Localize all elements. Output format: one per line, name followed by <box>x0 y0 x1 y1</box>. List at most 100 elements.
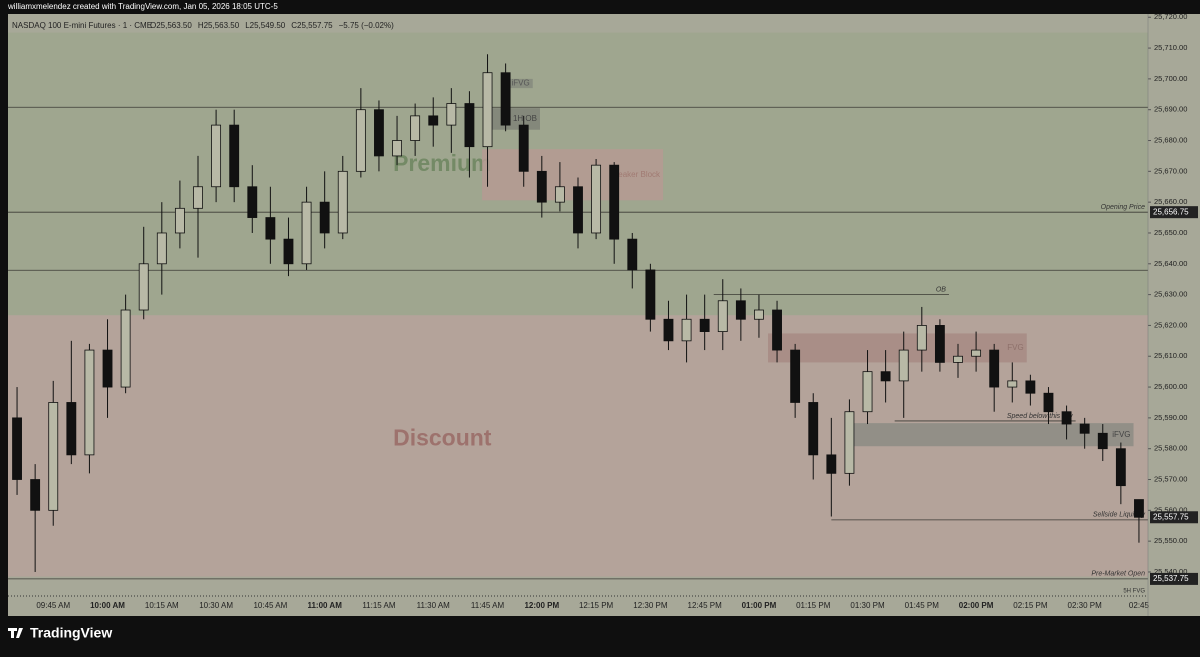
y-tick-label: 25,650.00 <box>1154 228 1187 237</box>
symbol: NASDAQ 100 E-mini Futures · 1 · CME <box>12 21 152 30</box>
x-tick-label: 02:45 <box>1129 601 1150 610</box>
box <box>847 423 1134 447</box>
candle-body <box>138 263 149 311</box>
x-tick-label: 10:30 AM <box>199 601 233 610</box>
candle-body <box>645 269 656 320</box>
price-badge-label: 25,557.75 <box>1153 512 1189 521</box>
candle-body <box>12 417 22 480</box>
y-tick-label: 25,610.00 <box>1154 351 1187 360</box>
ohlc-value: O25,563.50 <box>150 21 192 30</box>
candle-body <box>699 318 710 332</box>
candle-body <box>156 232 167 265</box>
box-label: Breaker Block <box>610 170 661 179</box>
x-tick-label: 10:15 AM <box>145 601 179 610</box>
candle-body <box>717 300 728 332</box>
price-badge <box>1150 511 1198 524</box>
candle-body <box>1079 423 1090 434</box>
y-tick-label: 25,720.00 <box>1154 12 1187 21</box>
candle-body <box>102 349 113 388</box>
level-label: Speed below this low <box>1007 413 1074 420</box>
candle-body <box>392 140 402 157</box>
price-badge <box>1150 572 1198 585</box>
box <box>768 333 1027 363</box>
candle-body <box>862 371 873 413</box>
box-label: 1H OB <box>513 114 537 123</box>
candle-body <box>500 72 511 126</box>
box-label: iFVG <box>1112 430 1130 439</box>
candle-body <box>48 402 59 511</box>
candle-body <box>627 238 638 271</box>
candle-body <box>464 103 475 148</box>
candle-body <box>1134 499 1144 518</box>
x-tick-label: 12:00 PM <box>524 601 559 610</box>
candle-body <box>319 201 330 234</box>
x-tick-label: 01:15 PM <box>796 601 831 610</box>
candle-body <box>174 207 185 234</box>
candle-body <box>229 124 240 188</box>
ohlc-value: C25,557.75 <box>291 21 333 30</box>
candle-body <box>663 318 674 342</box>
candle-body <box>247 186 258 218</box>
candle-body <box>735 300 746 320</box>
candle-body <box>355 109 366 172</box>
candle-body <box>84 349 95 456</box>
x-tick-label: 10:45 AM <box>253 601 287 610</box>
y-tick-label: 25,540.00 <box>1154 567 1187 576</box>
y-tick-label: 25,580.00 <box>1154 444 1187 453</box>
candle-body <box>1097 432 1108 450</box>
candle-body <box>265 217 276 240</box>
candle-body <box>193 186 203 209</box>
candle-body <box>66 402 77 456</box>
x-tick-label: 11:00 AM <box>307 601 342 610</box>
logo <box>8 628 23 638</box>
candle-body <box>120 309 131 388</box>
candle-body <box>337 170 348 234</box>
candle-body <box>609 164 620 240</box>
y-tick-label: 25,620.00 <box>1154 320 1187 329</box>
candle-body <box>1061 411 1072 425</box>
x-tick-label: 01:45 PM <box>905 601 940 610</box>
candle-body <box>754 309 764 320</box>
dotted-label: 5H FVG <box>1123 589 1145 595</box>
ohlc-value: L25,549.50 <box>245 21 286 30</box>
candle-body <box>1043 392 1054 413</box>
y-tick-label: 25,680.00 <box>1154 136 1187 145</box>
candle-body <box>374 109 384 157</box>
candle-body <box>573 186 583 234</box>
candle-body <box>410 115 421 141</box>
x-tick-label: 02:15 PM <box>1013 601 1048 610</box>
candle-body <box>898 349 909 382</box>
legend-line: NASDAQ 100 E-mini Futures · 1 · CME <box>12 21 152 30</box>
level-label: OB <box>936 286 946 293</box>
y-tick-label: 25,560.00 <box>1154 505 1187 514</box>
y-tick-label: 25,640.00 <box>1154 259 1187 268</box>
candle-body <box>518 124 529 172</box>
zone-label: Premium <box>393 150 491 176</box>
candle-body <box>283 238 294 265</box>
x-tick-label: 01:30 PM <box>850 601 885 610</box>
y-tick-label: 25,590.00 <box>1154 413 1187 422</box>
x-tick-label: 09:45 AM <box>36 601 70 610</box>
candle-body <box>591 164 602 234</box>
x-tick-label: 01:00 PM <box>742 601 777 610</box>
candle-body <box>880 371 891 382</box>
x-tick-label: 02:00 PM <box>959 601 994 610</box>
candle-body <box>1115 448 1126 487</box>
candle-body <box>844 411 855 474</box>
ohlc-value: H25,563.50 <box>198 21 240 30</box>
y-tick-label: 25,710.00 <box>1154 43 1187 52</box>
candle-body <box>428 115 439 126</box>
candle-body <box>1025 380 1036 394</box>
box-label: iFVG <box>512 79 530 88</box>
candle-body <box>916 325 927 351</box>
credit: williamxmelendez created with TradingVie… <box>7 2 278 11</box>
x-tick-label: 11:30 AM <box>417 601 451 610</box>
x-tick-label: 11:45 AM <box>471 601 505 610</box>
x-tick-label: 12:45 PM <box>688 601 723 610</box>
candle-body <box>482 72 493 148</box>
box-label: FVG <box>1007 343 1023 352</box>
x-tick-label: 12:15 PM <box>579 601 614 610</box>
y-tick-label: 25,670.00 <box>1154 166 1187 175</box>
y-tick-label: 25,660.00 <box>1154 197 1187 206</box>
candle-body <box>826 454 837 474</box>
